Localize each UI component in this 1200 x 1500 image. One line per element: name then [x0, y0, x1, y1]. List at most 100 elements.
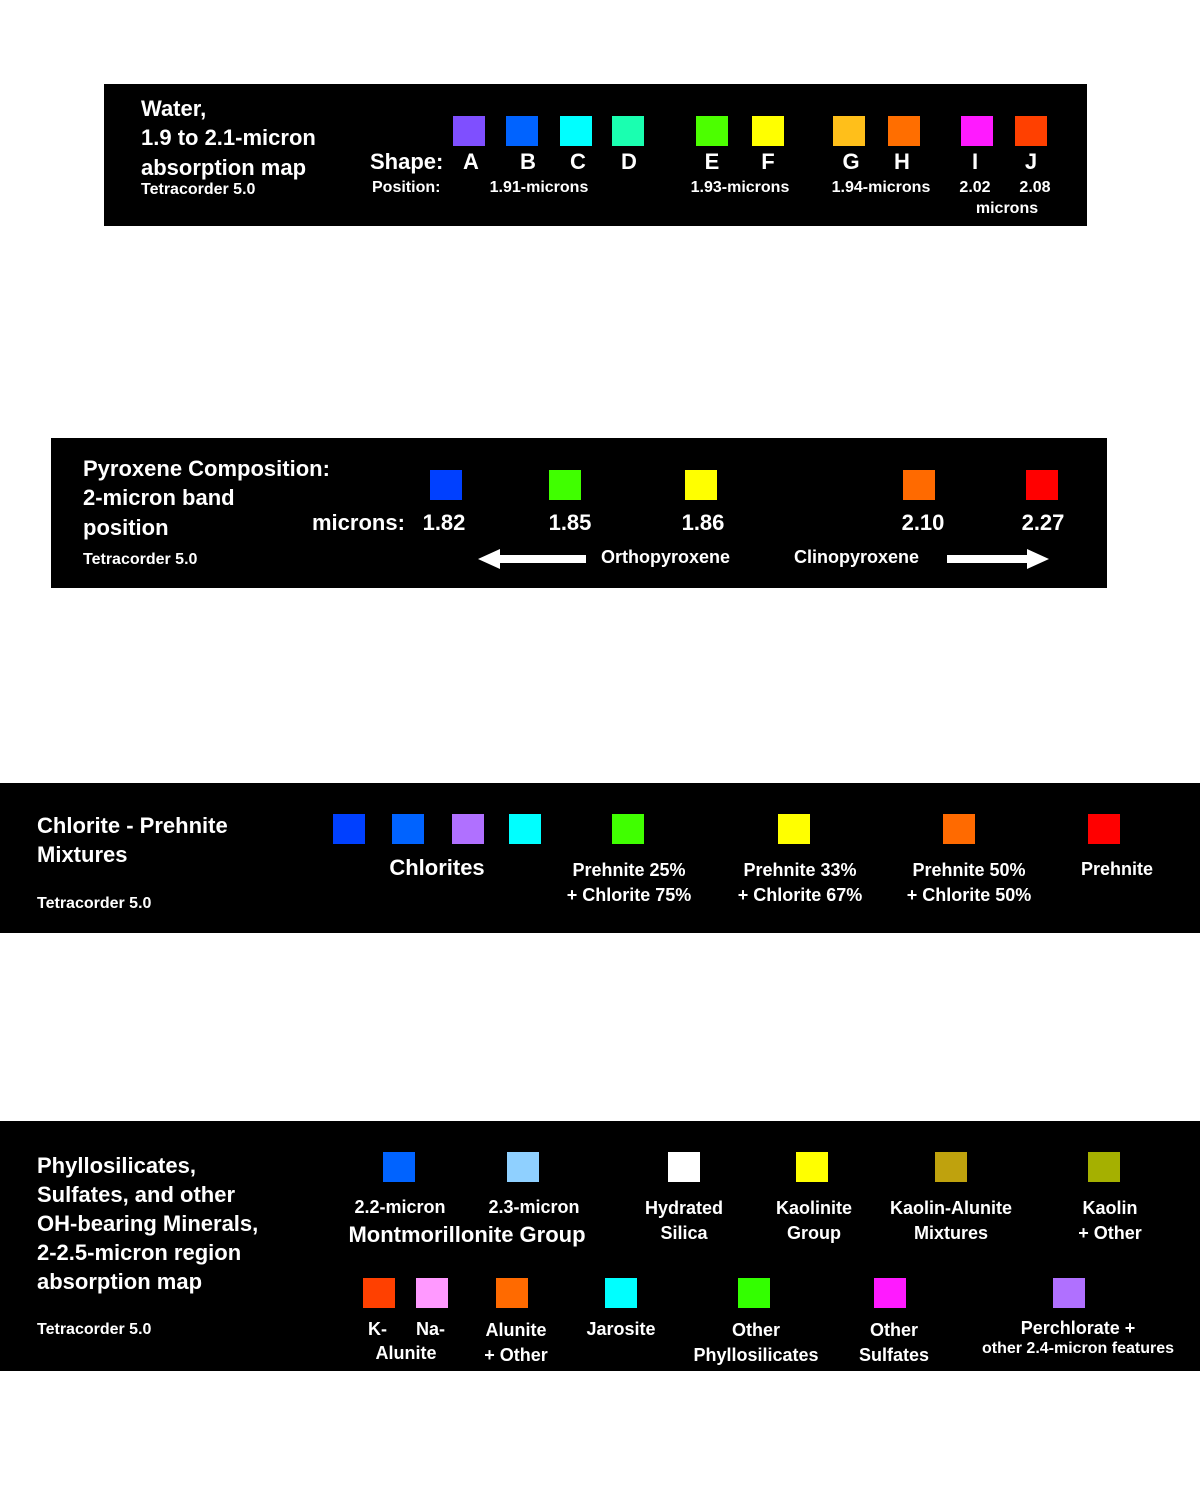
pyroxene-microns-label: microns: [312, 510, 405, 535]
water-swatch-b [506, 116, 538, 146]
kaolin-other-line-2: + Other [1078, 1222, 1142, 1243]
other-sulfates-swatch [874, 1278, 906, 1308]
kaolin-alunite-swatch [935, 1152, 967, 1182]
water-position-193: 1.93-microns [690, 179, 790, 196]
prehnite-25-line-1: Prehnite 25% [572, 860, 686, 880]
water-letter-d: D [621, 149, 637, 174]
pyroxene-title: Pyroxene Composition: 2-micron band posi… [83, 456, 330, 541]
water-letter-h: H [894, 149, 910, 174]
water-letter-e: E [704, 149, 720, 174]
water-software-label: Tetracorder 5.0 [141, 181, 256, 198]
pyroxene-legend-panel: Pyroxene Composition: 2-micron band posi… [51, 438, 1107, 588]
kaolinite-group-swatch [796, 1152, 828, 1182]
na-label: Na- [416, 1319, 446, 1339]
perchlorate-label: Perchlorate + other 2.4-micron features [982, 1319, 1174, 1357]
prehnite-33-line-1: Prehnite 33% [743, 860, 857, 880]
chlorite-software-label: Tetracorder 5.0 [37, 895, 152, 912]
water-swatch-c [560, 116, 592, 146]
pyroxene-title-line-1: Pyroxene Composition: [83, 456, 330, 481]
alunite-other-line-2: + Other [484, 1344, 548, 1365]
prehnite-50-swatch [943, 814, 975, 844]
prehnite-33-swatch [778, 814, 810, 844]
jarosite-label: Jarosite [586, 1319, 656, 1339]
water-letter-g: G [842, 149, 860, 174]
prehnite-33-label: Prehnite 33% + Chlorite 67% [738, 860, 863, 906]
chlorites-label: Chlorites [389, 855, 485, 880]
prehnite-25-swatch [612, 814, 644, 844]
pyroxene-swatch-210 [903, 470, 935, 500]
prehnite-50-label: Prehnite 50% + Chlorite 50% [907, 860, 1032, 906]
water-title-line-3: absorption map [141, 154, 307, 180]
phyllo-title: Phyllosilicates, Sulfates, and other OH-… [37, 1151, 258, 1296]
alunite-other-label: Alunite + Other [484, 1320, 548, 1366]
kaolinite-group-line-2: Group [786, 1222, 841, 1243]
kaolin-other-label: Kaolin + Other [1078, 1198, 1142, 1244]
hydrated-silica-label: Hydrated Silica [645, 1198, 723, 1244]
other-phyllosilicates-label: Other Phyllosilicates [693, 1320, 818, 1366]
prehnite-50-line-1: Prehnite 50% [912, 860, 1026, 880]
pyroxene-value-182: 1.82 [422, 510, 466, 535]
kaolin-alunite-line-2: Mixtures [913, 1222, 989, 1243]
pyroxene-swatch-227 [1026, 470, 1058, 500]
phyllo-legend-panel: Phyllosilicates, Sulfates, and other OH-… [0, 1121, 1200, 1371]
na-alunite-swatch [416, 1278, 448, 1308]
pyroxene-value-186: 1.86 [681, 510, 725, 535]
pyroxene-software-label: Tetracorder 5.0 [83, 551, 198, 568]
water-position-208: 2.08 [1019, 179, 1051, 196]
pyroxene-swatch-182 [430, 470, 462, 500]
clinopyroxene-label: Clinopyroxene [794, 547, 920, 567]
pyroxene-value-185: 1.85 [548, 510, 592, 535]
hydrated-silica-line-1: Hydrated [644, 1198, 724, 1218]
hydrated-silica-swatch [668, 1152, 700, 1182]
water-letter-a: A [463, 149, 479, 174]
prehnite-25-label: Prehnite 25% + Chlorite 75% [567, 860, 692, 906]
phyllo-title-line-2: Sulfates, and other [37, 1182, 236, 1207]
phyllo-software-label: Tetracorder 5.0 [37, 1321, 152, 1338]
pyroxene-title-line-3: position [83, 514, 169, 540]
water-position-191: 1.91-microns [489, 179, 589, 196]
pyroxene-value-210: 2.10 [901, 510, 945, 535]
water-title-line-2: 1.9 to 2.1-micron [141, 125, 316, 151]
phyllo-title-line-3: OH-bearing Minerals, [37, 1211, 259, 1236]
water-position-202: 2.02 [959, 179, 991, 196]
other-sulfates-line-1: Other [869, 1320, 918, 1340]
water-swatch-f [752, 116, 784, 146]
kaolin-other-swatch [1088, 1152, 1120, 1182]
water-position-label: Position: [372, 179, 441, 196]
chlorite-title: Chlorite - Prehnite Mixtures [37, 813, 228, 869]
kaolinite-group-line-1: Kaolinite [775, 1198, 853, 1218]
water-swatch-j [1015, 116, 1047, 146]
montmorillonite-22-swatch [383, 1152, 415, 1182]
kaolin-other-line-1: Kaolin [1082, 1198, 1138, 1218]
montmorillonite-22-label: 2.2-micron [354, 1197, 446, 1217]
prehnite-label: Prehnite [1080, 859, 1154, 879]
water-swatch-h [888, 116, 920, 146]
water-swatch-e [696, 116, 728, 146]
chlorite-title-line-2: Mixtures [37, 842, 128, 868]
jarosite-swatch [605, 1278, 637, 1308]
pyroxene-value-227: 2.27 [1021, 510, 1065, 535]
k-label: K- [368, 1319, 387, 1339]
phyllo-title-line-5: absorption map [37, 1269, 203, 1294]
prehnite-50-line-2: + Chlorite 50% [906, 884, 1032, 905]
perchlorate-swatch [1053, 1278, 1085, 1308]
montmorillonite-group-label: Montmorillonite Group [348, 1222, 586, 1247]
water-letter-f: F [761, 149, 775, 174]
water-title-line-1: Water, [141, 96, 207, 121]
water-position-microns: microns [975, 200, 1039, 217]
water-letter-j: J [1024, 149, 1038, 174]
water-swatch-g [833, 116, 865, 146]
alunite-label: Alunite [375, 1343, 437, 1363]
prehnite-33-line-2: + Chlorite 67% [737, 884, 863, 905]
water-legend-panel: Water, 1.9 to 2.1-micron absorption map … [104, 84, 1087, 226]
chlorite-swatch-4 [509, 814, 541, 844]
perchlorate-line-2: other 2.4-micron features [981, 1340, 1175, 1357]
water-letter-c: C [570, 149, 586, 174]
chlorite-swatch-2 [392, 814, 424, 844]
chlorite-swatch-3 [452, 814, 484, 844]
other-sulfates-label: Other Sulfates [859, 1320, 929, 1366]
k-alunite-swatch [363, 1278, 395, 1308]
chlorite-legend-panel: Chlorite - Prehnite Mixtures Tetracorder… [0, 783, 1200, 933]
water-swatch-a [453, 116, 485, 146]
phyllo-title-line-4: 2-2.5-micron region [37, 1240, 242, 1265]
